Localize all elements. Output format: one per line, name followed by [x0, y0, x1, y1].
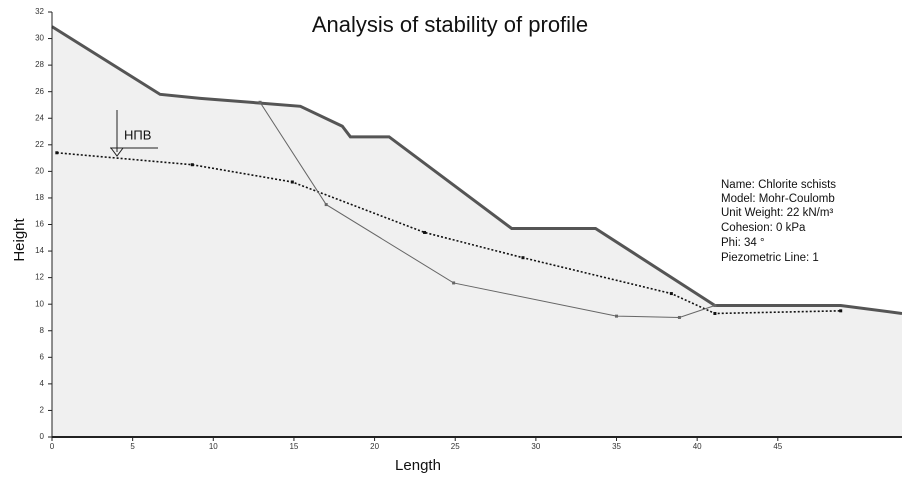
chart-title: Analysis of stability of profile — [312, 12, 588, 37]
annotation: Name: Chlorite schists — [721, 179, 836, 191]
material-info: Name: Chlorite schists Model: Mohr-Coulo… — [721, 179, 836, 264]
water-marker: НПВ — [110, 110, 158, 157]
y-tick-label: 14 — [35, 246, 44, 255]
y-tick-label: 22 — [35, 140, 44, 149]
vertex — [55, 151, 59, 155]
y-tick-label: 16 — [35, 220, 44, 229]
y-tick-label: 0 — [40, 432, 45, 441]
y-tick-label: 18 — [35, 193, 44, 202]
x-tick-label: 20 — [370, 442, 379, 451]
x-tick-label: 15 — [289, 442, 298, 451]
y-tick-label: 4 — [40, 379, 45, 388]
x-tick-label: 5 — [130, 442, 135, 451]
annotation: Phi: 34 ° — [721, 237, 765, 249]
y-tick-label: 24 — [35, 113, 44, 122]
y-tick-label: 12 — [35, 273, 44, 282]
vertex — [839, 309, 843, 313]
annotation: Model: Mohr-Coulomb — [721, 193, 835, 205]
marker-arrow — [110, 147, 124, 157]
x-tick-label: 10 — [209, 442, 218, 451]
x-tick-label: 45 — [773, 442, 782, 451]
vertex — [452, 281, 456, 285]
vertex — [615, 314, 619, 318]
y-tick-label: 20 — [35, 166, 44, 175]
vertex — [677, 315, 681, 319]
x-axis-label: Length — [395, 457, 441, 474]
y-tick-label: 2 — [40, 406, 45, 415]
y-tick-label: 10 — [35, 299, 44, 308]
x-tick-label: 35 — [612, 442, 621, 451]
slip-surface — [259, 102, 716, 318]
ground-profile — [51, 25, 902, 315]
y-tick-label: 6 — [40, 352, 45, 361]
vertex — [521, 256, 525, 260]
y-tick-label: 28 — [35, 60, 44, 69]
x-tick-label: 0 — [50, 442, 55, 451]
y-tick-label: 32 — [35, 7, 44, 16]
water-table — [56, 151, 841, 315]
annotation: Piezometric Line: 1 — [721, 252, 819, 264]
x-tick-label: 30 — [531, 442, 540, 451]
y-tick-label: 30 — [35, 34, 44, 43]
vertex — [258, 100, 262, 104]
y-tick-label: 26 — [35, 87, 44, 96]
vertex — [290, 180, 294, 184]
x-tick-label: 25 — [451, 442, 460, 451]
annotation: НПВ — [124, 127, 151, 142]
vertex — [713, 304, 717, 308]
y-axis-label: Height — [11, 217, 28, 261]
vertex — [669, 292, 673, 296]
annotation: Cohesion: 0 kPa — [721, 222, 806, 234]
annotation: Unit Weight: 22 kN/m³ — [721, 207, 833, 219]
vertex — [324, 203, 328, 207]
x-tick-label: 40 — [693, 442, 702, 451]
ground-area — [52, 26, 902, 437]
y-tick-label: 8 — [40, 326, 45, 335]
vertex — [713, 311, 717, 315]
vertex — [423, 230, 427, 234]
vertex — [190, 163, 194, 167]
